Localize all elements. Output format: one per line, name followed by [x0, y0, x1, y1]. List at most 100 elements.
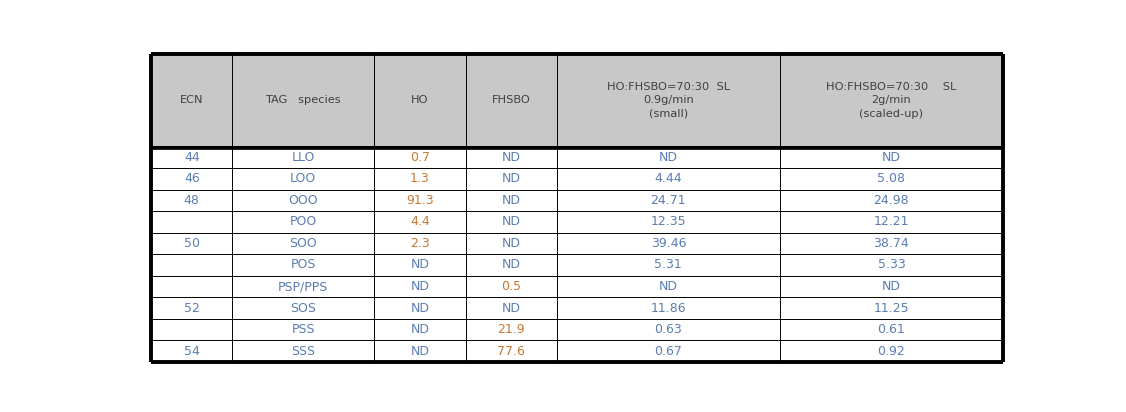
Bar [151, 211, 232, 233]
Text: 4.4: 4.4 [410, 215, 430, 228]
Text: HO:FHSBO=70:30  SL
0.9g/min
(small): HO:FHSBO=70:30 SL 0.9g/min (small) [607, 82, 730, 119]
Bar [232, 168, 374, 190]
Bar [556, 190, 780, 211]
Bar [232, 190, 374, 211]
Bar [151, 54, 232, 147]
Text: 2.3: 2.3 [410, 237, 430, 250]
Text: ND: ND [410, 323, 429, 336]
Bar [556, 168, 780, 190]
Bar [780, 233, 1003, 254]
Bar [465, 254, 556, 276]
Bar [374, 54, 465, 147]
Bar [151, 340, 232, 362]
Text: 4.44: 4.44 [654, 172, 682, 185]
Text: ND: ND [502, 237, 520, 250]
Bar [780, 168, 1003, 190]
Text: 21.9: 21.9 [498, 323, 525, 336]
Bar [465, 340, 556, 362]
Bar [374, 233, 465, 254]
Text: OOO: OOO [288, 194, 319, 207]
Bar [232, 340, 374, 362]
Text: 0.5: 0.5 [501, 280, 521, 293]
Text: ND: ND [502, 215, 520, 228]
Bar [151, 297, 232, 319]
Text: TAG   species: TAG species [266, 95, 341, 105]
Text: 52: 52 [184, 302, 199, 315]
Text: LLO: LLO [292, 151, 315, 164]
Bar [556, 297, 780, 319]
Bar [465, 319, 556, 340]
Bar [465, 297, 556, 319]
Bar [556, 276, 780, 297]
Bar [232, 147, 374, 168]
Text: PSS: PSS [292, 323, 315, 336]
Bar [780, 254, 1003, 276]
Text: ND: ND [502, 302, 520, 315]
Bar [780, 297, 1003, 319]
Bar [556, 147, 780, 168]
Bar [374, 168, 465, 190]
Text: ND: ND [410, 280, 429, 293]
Bar [232, 211, 374, 233]
Text: ND: ND [502, 151, 520, 164]
Text: ND: ND [502, 172, 520, 185]
Bar [151, 168, 232, 190]
Text: 11.86: 11.86 [651, 302, 686, 315]
Text: ND: ND [410, 302, 429, 315]
Text: 1.3: 1.3 [410, 172, 430, 185]
Text: ND: ND [502, 258, 520, 272]
Bar [465, 147, 556, 168]
Bar [232, 233, 374, 254]
Bar [151, 254, 232, 276]
Text: HO: HO [411, 95, 429, 105]
Text: 12.35: 12.35 [651, 215, 686, 228]
Bar [780, 147, 1003, 168]
Text: 48: 48 [184, 194, 199, 207]
Text: HO:FHSBO=70:30    SL
2g/min
(scaled-up): HO:FHSBO=70:30 SL 2g/min (scaled-up) [826, 82, 956, 119]
Bar [374, 297, 465, 319]
Text: 11.25: 11.25 [874, 302, 909, 315]
Text: ND: ND [659, 280, 678, 293]
Bar [232, 254, 374, 276]
Bar [556, 340, 780, 362]
Bar [374, 276, 465, 297]
Bar [780, 276, 1003, 297]
Bar [151, 190, 232, 211]
Bar [374, 147, 465, 168]
Bar [465, 168, 556, 190]
Bar [780, 190, 1003, 211]
Bar [465, 233, 556, 254]
Bar [232, 54, 374, 147]
Bar [465, 54, 556, 147]
Text: PSP/PPS: PSP/PPS [278, 280, 329, 293]
Text: POS: POS [291, 258, 316, 272]
Bar [151, 276, 232, 297]
Text: 0.63: 0.63 [654, 323, 682, 336]
Text: 39.46: 39.46 [651, 237, 686, 250]
Text: 5.33: 5.33 [877, 258, 905, 272]
Text: 0.61: 0.61 [877, 323, 905, 336]
Text: POO: POO [289, 215, 316, 228]
Text: 24.98: 24.98 [874, 194, 909, 207]
Text: SOO: SOO [289, 237, 318, 250]
Bar [556, 319, 780, 340]
Text: ND: ND [410, 258, 429, 272]
Text: ECN: ECN [180, 95, 204, 105]
Text: LOO: LOO [291, 172, 316, 185]
Text: ND: ND [882, 280, 901, 293]
Text: ND: ND [410, 345, 429, 358]
Bar [374, 190, 465, 211]
Bar [374, 319, 465, 340]
Text: ND: ND [502, 194, 520, 207]
Text: 24.71: 24.71 [651, 194, 686, 207]
Text: 5.31: 5.31 [654, 258, 682, 272]
Bar [374, 211, 465, 233]
Text: SOS: SOS [291, 302, 316, 315]
Bar [374, 340, 465, 362]
Bar [556, 211, 780, 233]
Text: 50: 50 [184, 237, 199, 250]
Bar [374, 254, 465, 276]
Text: 91.3: 91.3 [406, 194, 434, 207]
Bar [556, 254, 780, 276]
Bar [151, 147, 232, 168]
